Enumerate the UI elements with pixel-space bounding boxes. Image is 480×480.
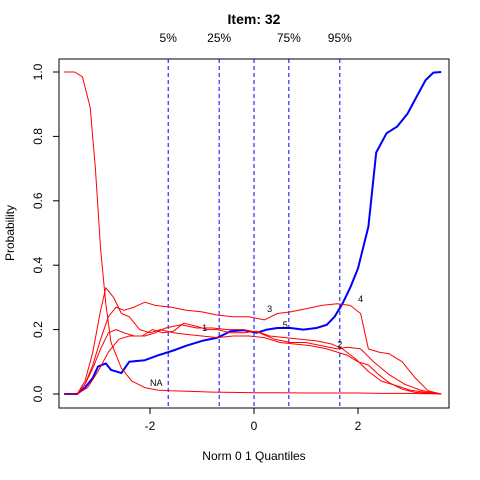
curve-label-4: 4	[358, 294, 363, 304]
curve-labels: 5 NA 1 2 3 4	[150, 294, 363, 388]
curve-label-na: NA	[150, 378, 163, 388]
x-tick-label-0: -2	[145, 419, 156, 433]
curve-label-3: 3	[267, 304, 272, 314]
y-tick-label-3: 0.6	[31, 192, 45, 209]
quantile-label-1: 25%	[207, 31, 231, 45]
x-tick-label-1: 0	[251, 419, 258, 433]
series-line-5	[64, 71, 442, 395]
y-axis-label: Probability	[3, 205, 17, 261]
y-tick-label-0: 0.0	[31, 385, 45, 402]
series-line-4	[64, 301, 442, 395]
chart-title: Item: 32	[228, 11, 281, 27]
quantile-lines	[167, 59, 341, 408]
quantile-labels: 5% 25% 75% 95%	[160, 31, 353, 45]
curve-label-1: 1	[202, 323, 207, 333]
series-line-na	[64, 71, 442, 395]
series-line-3	[64, 324, 442, 395]
y-tick-label-5: 1.0	[31, 63, 45, 80]
quantile-label-0: 5%	[160, 31, 178, 45]
x-axis: -2 0 2	[145, 408, 362, 433]
quantile-label-3: 95%	[328, 31, 352, 45]
x-axis-label: Norm 0 1 Quantiles	[202, 449, 305, 463]
series-line-2	[64, 287, 442, 395]
y-tick-label-2: 0.4	[31, 257, 45, 274]
y-axis: 0.0 0.2 0.4 0.6 0.8 1.0	[31, 63, 59, 402]
curve-label-2: 2	[337, 339, 342, 349]
y-tick-label-1: 0.2	[31, 321, 45, 338]
y-tick-label-4: 0.8	[31, 128, 45, 145]
x-tick-label-2: 2	[355, 419, 362, 433]
series-layer	[64, 71, 442, 395]
quantile-label-2: 75%	[277, 31, 301, 45]
series-line-1	[64, 322, 442, 395]
curve-label-5: 5	[283, 320, 288, 330]
